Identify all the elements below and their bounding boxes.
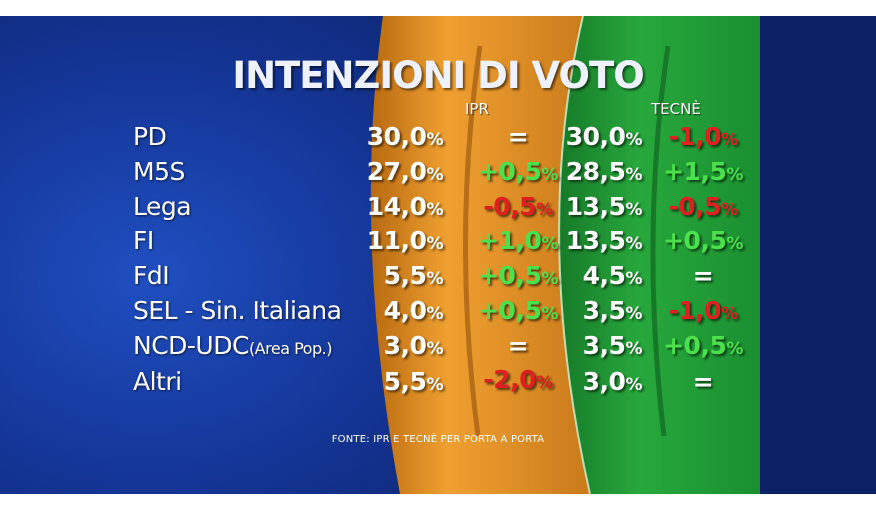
band-separator bbox=[558, 16, 591, 494]
vote-share-value: 3,5% bbox=[582, 296, 643, 325]
vote-change-value: -1,0% bbox=[668, 296, 738, 325]
vote-share-value: 28,5% bbox=[565, 157, 643, 186]
vote-change-value: -2,0% bbox=[483, 365, 553, 394]
vote-change-value: +1,5% bbox=[663, 157, 743, 186]
vote-change-value: = bbox=[692, 367, 714, 396]
party-label: NCD-UDC(Area Pop.) bbox=[133, 331, 332, 360]
vote-change-value: = bbox=[507, 122, 529, 151]
party-label: Lega bbox=[133, 192, 192, 221]
vote-change-value: = bbox=[692, 261, 714, 290]
source-note: FONTE: IPR E TECNÈ PER PORTA A PORTA bbox=[331, 434, 545, 445]
vote-share-value: 13,5% bbox=[565, 226, 643, 255]
vote-share-value: 3,5% bbox=[582, 331, 643, 360]
vote-change-value: -1,0% bbox=[668, 122, 738, 151]
vote-share-value: 3,0% bbox=[383, 331, 444, 360]
vote-share-value: 5,5% bbox=[383, 261, 444, 290]
column-header-ipr: IPR bbox=[465, 100, 489, 118]
vote-share-value: 30,0% bbox=[366, 122, 444, 151]
party-label: SEL - Sin. Italiana bbox=[133, 296, 342, 325]
vote-share-value: 30,0% bbox=[565, 122, 643, 151]
pollster-bands bbox=[370, 16, 760, 494]
vote-change-value: +0,5% bbox=[478, 157, 558, 186]
vote-share-value: 14,0% bbox=[366, 192, 444, 221]
party-label: M5S bbox=[133, 157, 185, 186]
party-label: PD bbox=[133, 122, 167, 151]
tecne-band bbox=[559, 16, 760, 494]
vote-change-value: +0,5% bbox=[663, 226, 743, 255]
vote-change-value: -0,5% bbox=[668, 192, 738, 221]
vote-share-value: 4,5% bbox=[582, 261, 643, 290]
tecne-divider bbox=[650, 45, 671, 437]
vote-share-value: 5,5% bbox=[383, 367, 444, 396]
ipr-band bbox=[370, 16, 590, 494]
party-label: FdI bbox=[133, 261, 170, 290]
poll-graphic: INTENZIONI DI VOTO IPR TECNÈ PD 30,0% = 30,… bbox=[0, 16, 876, 494]
vote-change-value: = bbox=[507, 331, 529, 360]
vote-change-value: +0,5% bbox=[478, 261, 558, 290]
chart-title: INTENZIONI DI VOTO bbox=[232, 54, 644, 97]
vote-change-value: +0,5% bbox=[663, 331, 743, 360]
vote-share-value: 13,5% bbox=[565, 192, 643, 221]
vote-change-value: +0,5% bbox=[478, 296, 558, 325]
vote-change-value: -0,5% bbox=[483, 192, 553, 221]
vote-share-value: 3,0% bbox=[582, 367, 643, 396]
party-label: Altri bbox=[133, 367, 182, 396]
ipr-divider bbox=[463, 45, 483, 437]
column-header-tecne: TECNÈ bbox=[651, 100, 701, 118]
vote-share-value: 4,0% bbox=[383, 296, 444, 325]
vote-share-value: 27,0% bbox=[366, 157, 444, 186]
vote-share-value: 11,0% bbox=[366, 226, 444, 255]
party-label: FI bbox=[133, 226, 154, 255]
vote-change-value: +1,0% bbox=[478, 226, 558, 255]
